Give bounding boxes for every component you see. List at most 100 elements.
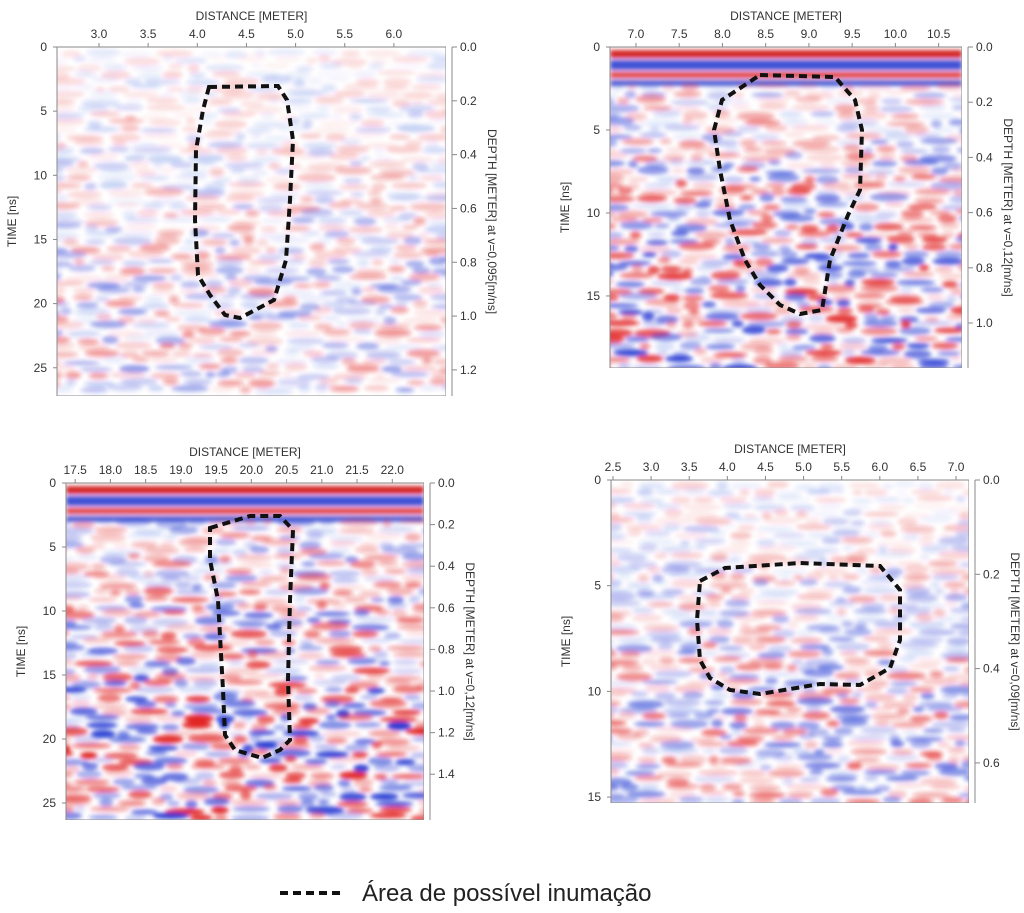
reflection (260, 226, 277, 233)
reflection (809, 768, 824, 776)
reflection (678, 258, 699, 266)
reflection (617, 572, 632, 581)
reflection (414, 721, 424, 729)
reflection (84, 239, 106, 246)
reflection (106, 245, 132, 253)
reflection (794, 95, 822, 104)
reflection (890, 721, 927, 728)
reflection (155, 646, 189, 654)
band (610, 72, 962, 78)
reflection (679, 642, 701, 652)
reflection (642, 252, 657, 258)
reflection (116, 518, 152, 527)
reflection (832, 488, 845, 495)
reflection (960, 294, 962, 299)
reflection (958, 512, 969, 520)
reflection (158, 167, 177, 174)
reflection (148, 268, 177, 274)
reflection (185, 800, 198, 809)
reflection (914, 132, 941, 139)
reflection (638, 482, 666, 489)
x-axis-label: DISTANCE [METER] (196, 9, 308, 23)
reflection (733, 713, 748, 723)
reflection (654, 552, 668, 559)
reflection (167, 800, 180, 807)
x-tick-label: 7.5 (671, 27, 688, 41)
x-tick-label: 9.5 (844, 27, 861, 41)
reflection (610, 320, 640, 327)
reflection (801, 323, 841, 330)
reflection (944, 645, 969, 653)
reflection (268, 95, 281, 105)
reflection (435, 233, 446, 240)
reflection (144, 581, 174, 589)
reflection (308, 258, 327, 268)
x-tick-label: 21.5 (345, 463, 369, 477)
y2-tick-label: 0.8 (976, 261, 993, 275)
reflection (324, 687, 343, 693)
reflection (743, 146, 763, 153)
reflection (766, 264, 789, 273)
reflection (698, 650, 719, 657)
reflection (144, 187, 184, 197)
reflection (951, 104, 962, 111)
reflection (73, 734, 102, 744)
reflection (731, 691, 755, 700)
reflection (258, 253, 286, 262)
reflection (908, 620, 946, 630)
reflection (359, 155, 371, 161)
reflection (90, 533, 126, 542)
reflection (91, 703, 128, 709)
reflection (931, 146, 951, 154)
y2-axis-label: DEPTH [METER] at v=0,095[m/ns] (485, 129, 499, 314)
reflection (910, 489, 942, 496)
reflection (626, 176, 649, 183)
reflection (704, 312, 740, 321)
reflection (904, 762, 933, 769)
reflection (245, 209, 260, 217)
reflection (876, 145, 896, 153)
reflection (211, 70, 241, 78)
reflection (805, 588, 836, 594)
reflection (801, 711, 831, 720)
reflection (853, 203, 880, 212)
reflection (397, 624, 424, 630)
reflection (796, 697, 834, 706)
reflection (900, 769, 931, 777)
reflection (708, 755, 719, 765)
reflection (962, 588, 969, 595)
reflection (57, 320, 84, 330)
reflection (914, 335, 938, 342)
reflection (890, 740, 905, 748)
reflection (310, 356, 340, 363)
reflection (174, 57, 208, 64)
reflection (636, 514, 653, 524)
reflection (411, 603, 424, 612)
reflection (251, 330, 278, 337)
reflection (139, 127, 177, 133)
reflection (385, 344, 424, 351)
reflection (390, 275, 404, 282)
x-tick-label: 5.5 (336, 27, 353, 41)
reflection (941, 232, 955, 239)
reflection (793, 574, 804, 581)
reflection (134, 700, 157, 709)
reflection (899, 326, 932, 336)
reflection (619, 272, 654, 279)
reflection (319, 289, 348, 296)
reflection (296, 173, 337, 183)
reflection (867, 522, 896, 531)
reflection (173, 678, 189, 688)
reflection (204, 751, 232, 758)
reflection (378, 525, 415, 534)
reflection (720, 707, 754, 716)
reflection (444, 324, 446, 329)
reflection (378, 660, 391, 667)
reflection (864, 693, 897, 702)
reflection (863, 649, 899, 657)
reflection (773, 509, 789, 516)
reflection (336, 145, 369, 154)
x-axis-label: DISTANCE [METER] (730, 9, 842, 23)
reflection (802, 277, 822, 286)
reflection (173, 302, 205, 308)
